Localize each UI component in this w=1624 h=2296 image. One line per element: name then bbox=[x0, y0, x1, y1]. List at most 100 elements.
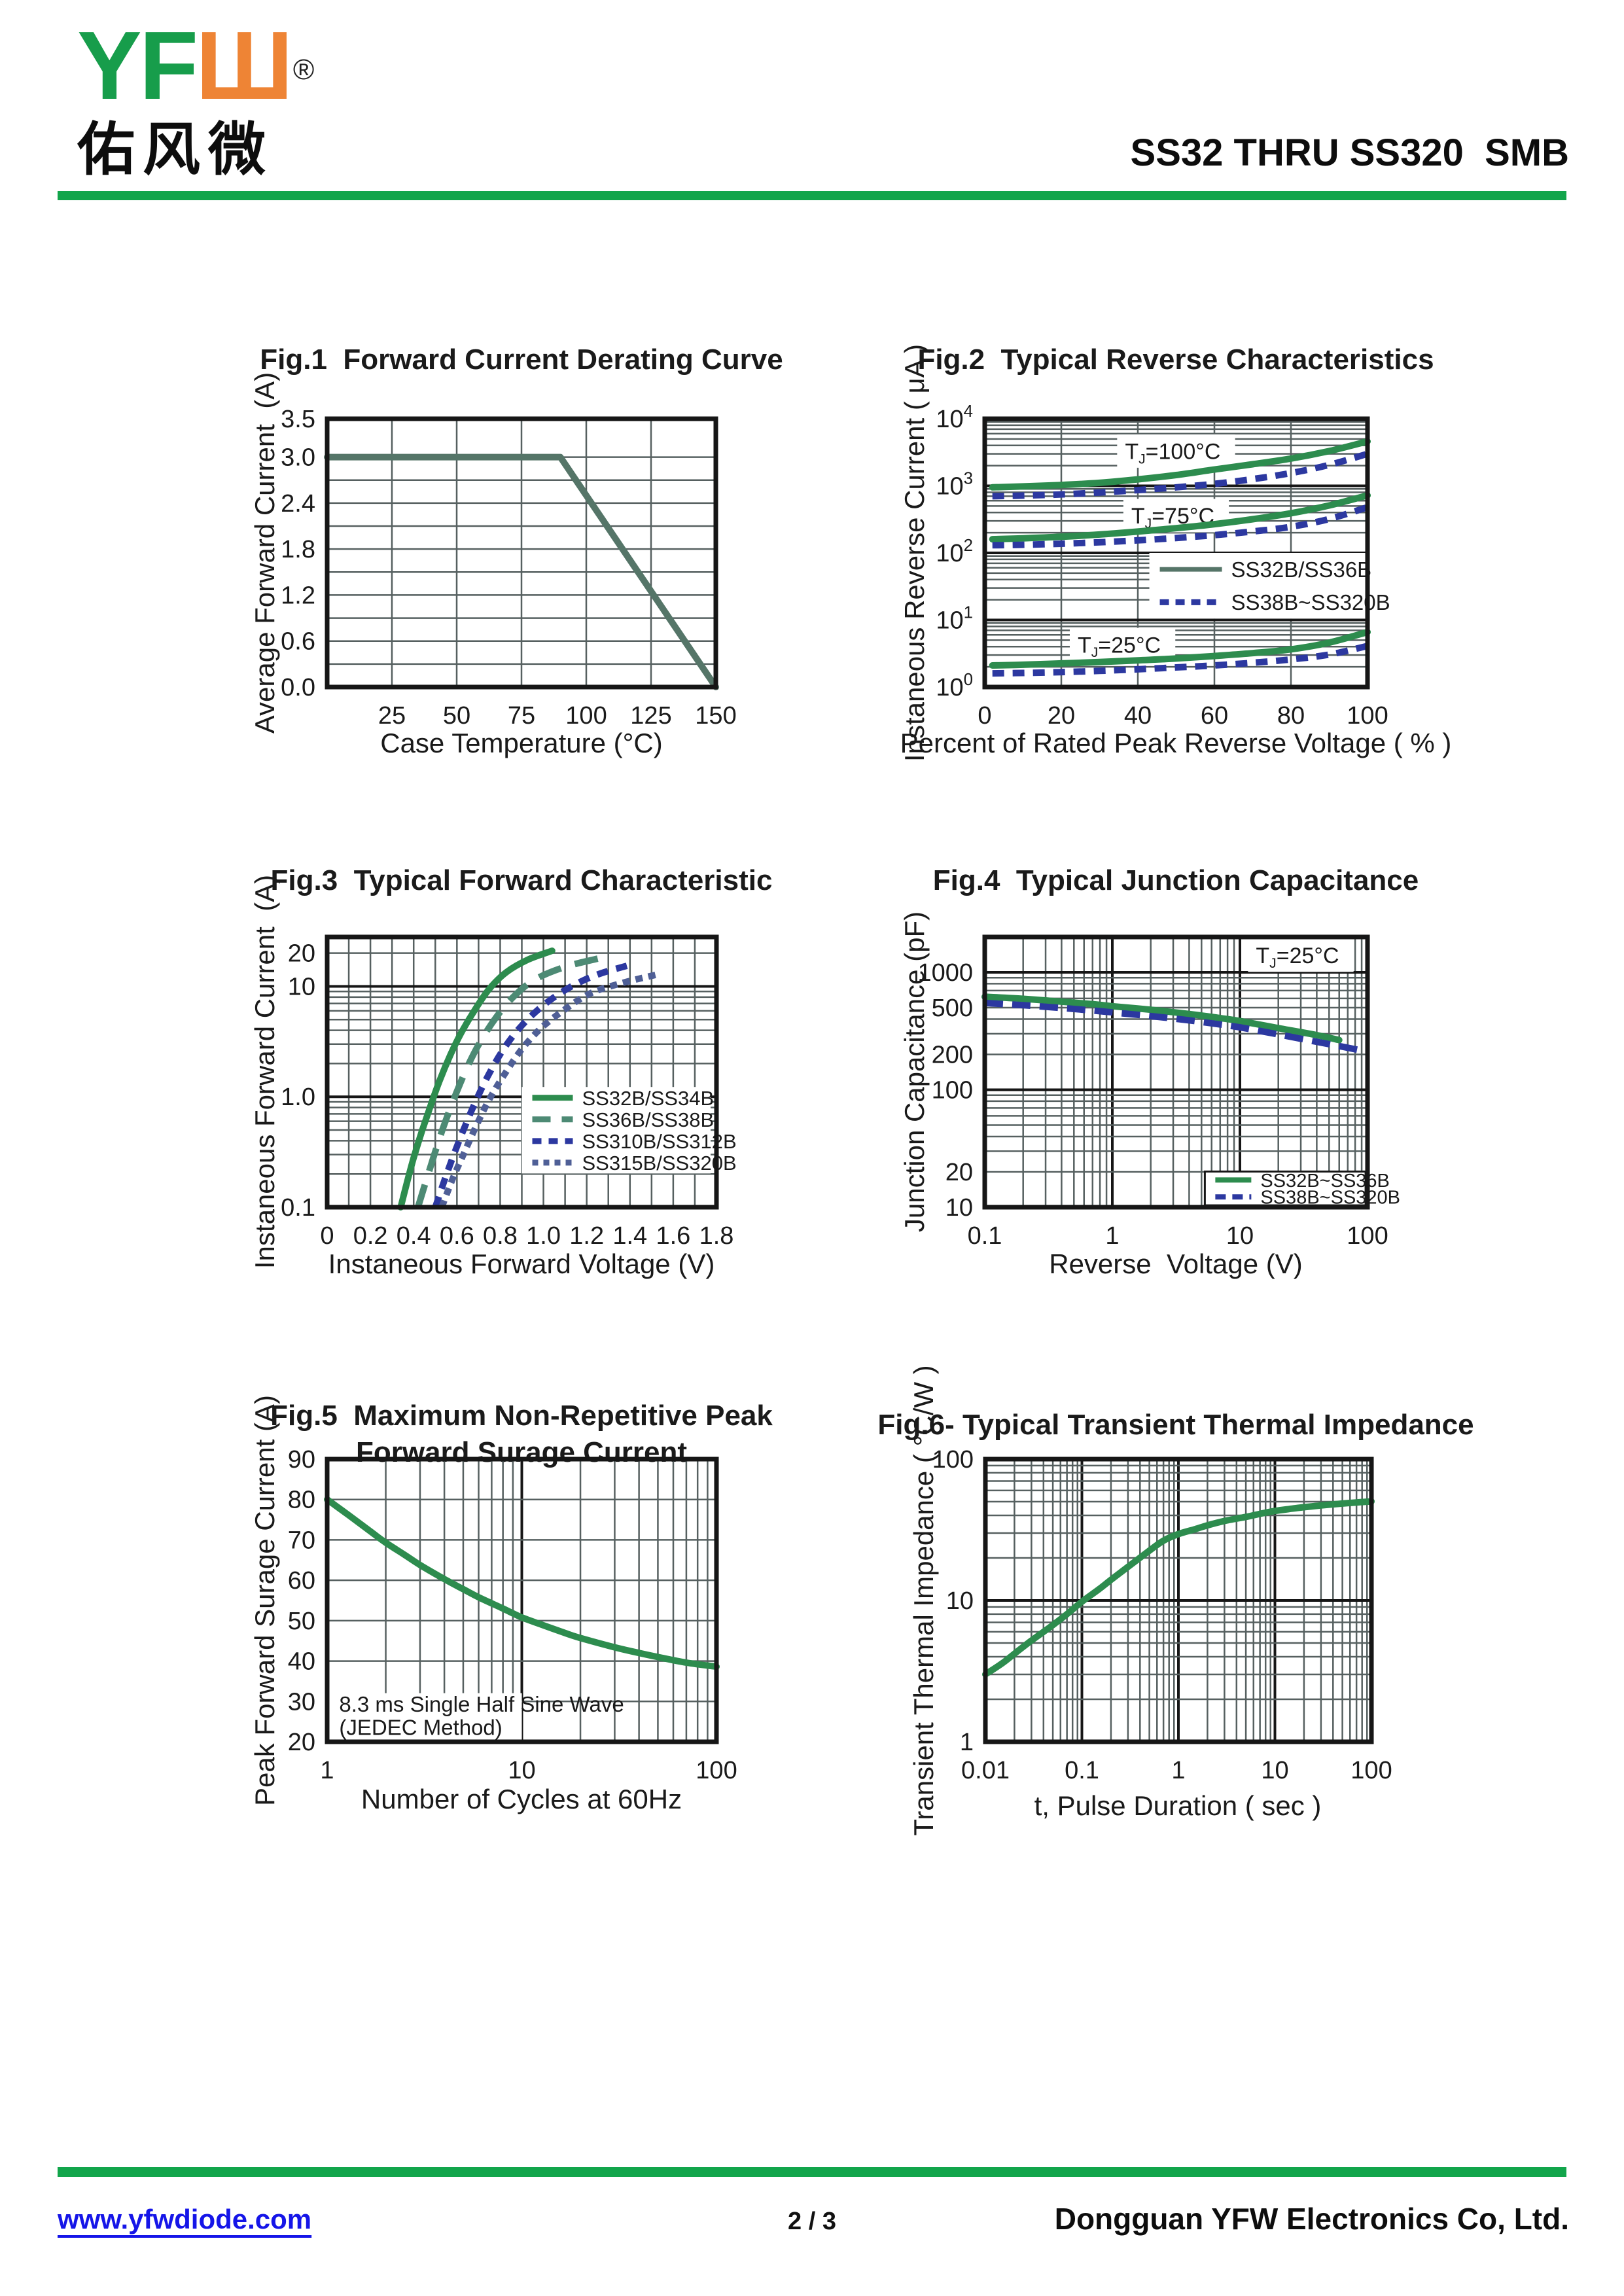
fig5-series bbox=[324, 1496, 720, 1670]
fig2-annotation: TJ=100°C bbox=[1117, 434, 1235, 468]
svg-text:90: 90 bbox=[288, 1446, 315, 1474]
svg-text:1: 1 bbox=[960, 1729, 974, 1756]
svg-text:1.6: 1.6 bbox=[656, 1222, 690, 1250]
svg-text:1.8: 1.8 bbox=[281, 536, 315, 563]
svg-text:100: 100 bbox=[1350, 1757, 1392, 1784]
svg-text:100: 100 bbox=[1347, 1222, 1388, 1250]
svg-text:10: 10 bbox=[508, 1757, 535, 1784]
logo-w-glyph: Ш bbox=[196, 12, 293, 120]
svg-text:0.8: 0.8 bbox=[483, 1222, 518, 1250]
svg-text:0.6: 0.6 bbox=[281, 628, 315, 656]
website-link[interactable]: www.yfwdiode.com bbox=[58, 2204, 312, 2234]
fig2-title: Fig.2 Typical Reverse Characteristics bbox=[917, 344, 1434, 376]
svg-text:50: 50 bbox=[443, 702, 470, 730]
svg-text:70: 70 bbox=[288, 1527, 315, 1554]
svg-text:TJ=25°C: TJ=25°C bbox=[1078, 633, 1161, 660]
svg-text:101: 101 bbox=[936, 604, 973, 635]
page-number: 2 / 3 bbox=[788, 2208, 836, 2235]
svg-text:1: 1 bbox=[1171, 1757, 1185, 1784]
svg-text:10: 10 bbox=[288, 973, 315, 1000]
fig3-tick-labels: 0 0.2 0.4 0.6 0.8 1.0 1.2 1.4 1.6 1.8 20 10 1.0 0.1 bbox=[281, 940, 733, 1250]
footer-divider bbox=[58, 2167, 1566, 2177]
svg-text:1: 1 bbox=[1105, 1222, 1119, 1250]
svg-text:20: 20 bbox=[945, 1159, 973, 1186]
svg-text:10: 10 bbox=[1261, 1757, 1288, 1784]
fig3-title: Fig.3 Typical Forward Characteristic bbox=[270, 864, 773, 896]
fig2-series bbox=[989, 629, 1371, 669]
fig5-title: Fig.5 Maximum Non-Repetitive Peak Forward… bbox=[194, 1398, 849, 1471]
fig6-plot-border bbox=[983, 1457, 1374, 1744]
svg-text:SS38B~SS320B: SS38B~SS320B bbox=[1231, 590, 1390, 614]
svg-text:20: 20 bbox=[288, 940, 315, 968]
fig3-xlabel: Instaneous Forward Voltage (V) bbox=[328, 1248, 715, 1279]
svg-text:125: 125 bbox=[630, 702, 671, 730]
svg-text:102: 102 bbox=[936, 537, 973, 567]
svg-text:1.0: 1.0 bbox=[281, 1084, 315, 1111]
fig6-xlabel: t, Pulse Duration ( sec ) bbox=[1034, 1790, 1322, 1821]
svg-text:SS36B/SS38B: SS36B/SS38B bbox=[582, 1108, 715, 1131]
svg-text:200: 200 bbox=[932, 1041, 973, 1069]
svg-text:(JEDEC Method): (JEDEC Method) bbox=[339, 1715, 502, 1739]
logo-wordmark: YFШ® bbox=[77, 17, 315, 115]
svg-text:150: 150 bbox=[695, 702, 736, 730]
fig3-plot-border bbox=[325, 934, 719, 1210]
svg-text:75: 75 bbox=[508, 702, 535, 730]
svg-text:104: 104 bbox=[936, 402, 973, 433]
fig1-plot-border bbox=[325, 416, 718, 690]
svg-text:0.0: 0.0 bbox=[281, 674, 315, 701]
svg-text:SS32B/SS34B: SS32B/SS34B bbox=[582, 1087, 715, 1110]
svg-text:40: 40 bbox=[1124, 702, 1152, 730]
svg-text:SS310B/SS312B: SS310B/SS312B bbox=[582, 1130, 737, 1153]
yfw-logo: YFШ® 佑风微 bbox=[77, 17, 315, 182]
fig1-title: Fig.1 Forward Current Derating Curve bbox=[260, 344, 783, 376]
svg-text:0: 0 bbox=[320, 1222, 334, 1250]
company-name: Dongguan YFW Electronics Co, Ltd. bbox=[1054, 2202, 1569, 2236]
header-divider bbox=[58, 191, 1566, 200]
fig5-chart: 8.3 ms Single Half Sine Wave(JEDEC Metho… bbox=[288, 1446, 737, 1784]
svg-text:0.4: 0.4 bbox=[397, 1222, 431, 1250]
svg-text:20: 20 bbox=[1048, 702, 1075, 730]
fig3-series bbox=[432, 961, 635, 1209]
svg-text:103: 103 bbox=[936, 470, 973, 501]
logo-yf-text: YF bbox=[77, 12, 198, 120]
svg-text:3.5: 3.5 bbox=[281, 406, 315, 433]
svg-text:0.1: 0.1 bbox=[281, 1194, 315, 1222]
svg-text:1: 1 bbox=[320, 1757, 334, 1784]
svg-text:60: 60 bbox=[1201, 702, 1228, 730]
svg-text:100: 100 bbox=[1347, 702, 1388, 730]
svg-text:SS38B~SS320B: SS38B~SS320B bbox=[1260, 1188, 1400, 1209]
svg-text:8.3 ms Single Half Sine Wave: 8.3 ms Single Half Sine Wave bbox=[339, 1692, 624, 1716]
svg-text:1.0: 1.0 bbox=[526, 1222, 561, 1250]
fig2-annotation: TJ=25°C bbox=[1069, 627, 1176, 662]
svg-text:10: 10 bbox=[945, 1194, 973, 1222]
svg-text:80: 80 bbox=[288, 1487, 315, 1514]
fig2-series bbox=[992, 450, 1369, 500]
svg-text:30: 30 bbox=[288, 1688, 315, 1716]
svg-text:2.4: 2.4 bbox=[281, 490, 315, 518]
fig3-legend: SS32B/SS34BSS36B/SS38BSS310B/SS312BSS315… bbox=[521, 1087, 737, 1174]
page-title: SS32 THRU SS320 SMB bbox=[1130, 132, 1569, 174]
fig4-tick-labels: 0.1 1 10 100 1000 500 200 100 20 10 bbox=[917, 959, 1388, 1250]
fig2-series bbox=[992, 643, 1369, 677]
svg-text:1000: 1000 bbox=[917, 959, 973, 987]
fig3-series bbox=[415, 955, 601, 1209]
fig4-annotation: TJ=25°C bbox=[1248, 938, 1354, 972]
svg-text:10: 10 bbox=[946, 1587, 974, 1615]
svg-text:60: 60 bbox=[288, 1567, 315, 1595]
svg-text:0.1: 0.1 bbox=[1065, 1757, 1099, 1784]
svg-text:1.2: 1.2 bbox=[569, 1222, 604, 1250]
svg-text:1.8: 1.8 bbox=[699, 1222, 734, 1250]
fig1-series bbox=[324, 453, 719, 690]
logo-chinese-text: 佑风微 bbox=[77, 117, 274, 182]
svg-text:0.1: 0.1 bbox=[968, 1222, 1002, 1250]
svg-text:50: 50 bbox=[288, 1608, 315, 1635]
fig6-title: Fig.6- Typical Transient Thermal Impedan… bbox=[877, 1409, 1474, 1441]
fig2-tick-labels: 0 20 40 60 80 100 104 103 102 101 100 bbox=[936, 402, 1388, 730]
fig5-title-line1: Fig.5 Maximum Non-Repetitive Peak bbox=[270, 1400, 773, 1432]
svg-text:0.6: 0.6 bbox=[440, 1222, 474, 1250]
fig5-title-line2: Forward Surage Current bbox=[355, 1436, 688, 1468]
fig1-chart: 25 50 75 100 125 150 0.0 0.6 1.2 1.8 2.4 3.0 3.5 bbox=[281, 406, 737, 730]
fig2-legend: SS32B/SS36B SS38B~SS320B bbox=[1149, 553, 1390, 619]
registered-mark-icon: ® bbox=[292, 54, 315, 86]
